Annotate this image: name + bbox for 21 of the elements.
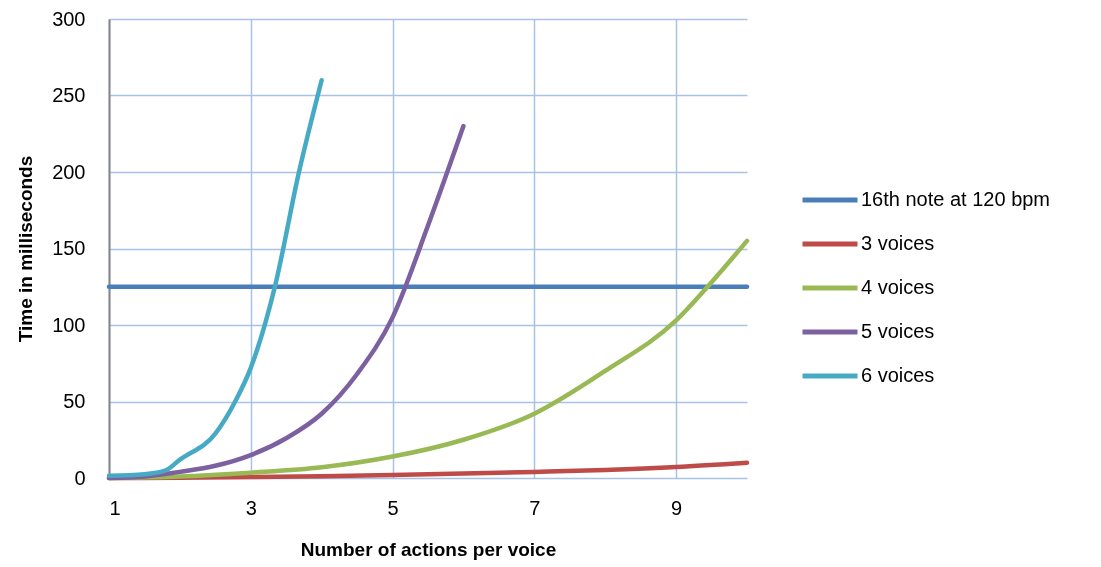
x-tick-label: 1 <box>109 496 121 519</box>
x-tick-label: 7 <box>529 496 541 519</box>
legend-label: 16th note at 120 bpm <box>861 188 1051 210</box>
y-tick-label: 50 <box>63 390 86 412</box>
x-tick-label: 9 <box>671 496 683 519</box>
y-tick-label: 150 <box>52 237 86 259</box>
y-tick-label: 100 <box>52 313 86 336</box>
y-axis-title: Time in milliseconds <box>15 155 37 343</box>
line-series <box>106 77 324 478</box>
legend-label: 4 voices <box>861 276 935 298</box>
y-tick-label: 300 <box>52 7 86 30</box>
y-tick-label: 0 <box>74 466 86 489</box>
x-tick-label: 5 <box>387 496 399 519</box>
legend-label: 6 voices <box>861 364 935 386</box>
x-tick-label: 3 <box>245 496 257 519</box>
legend-label: 3 voices <box>861 232 935 254</box>
y-tick-label: 250 <box>52 84 86 106</box>
y-tick-label: 200 <box>52 160 86 183</box>
x-axis-title: Number of actions per voice <box>300 538 557 560</box>
line-series <box>106 123 466 481</box>
legend-label: 5 voices <box>861 320 935 342</box>
